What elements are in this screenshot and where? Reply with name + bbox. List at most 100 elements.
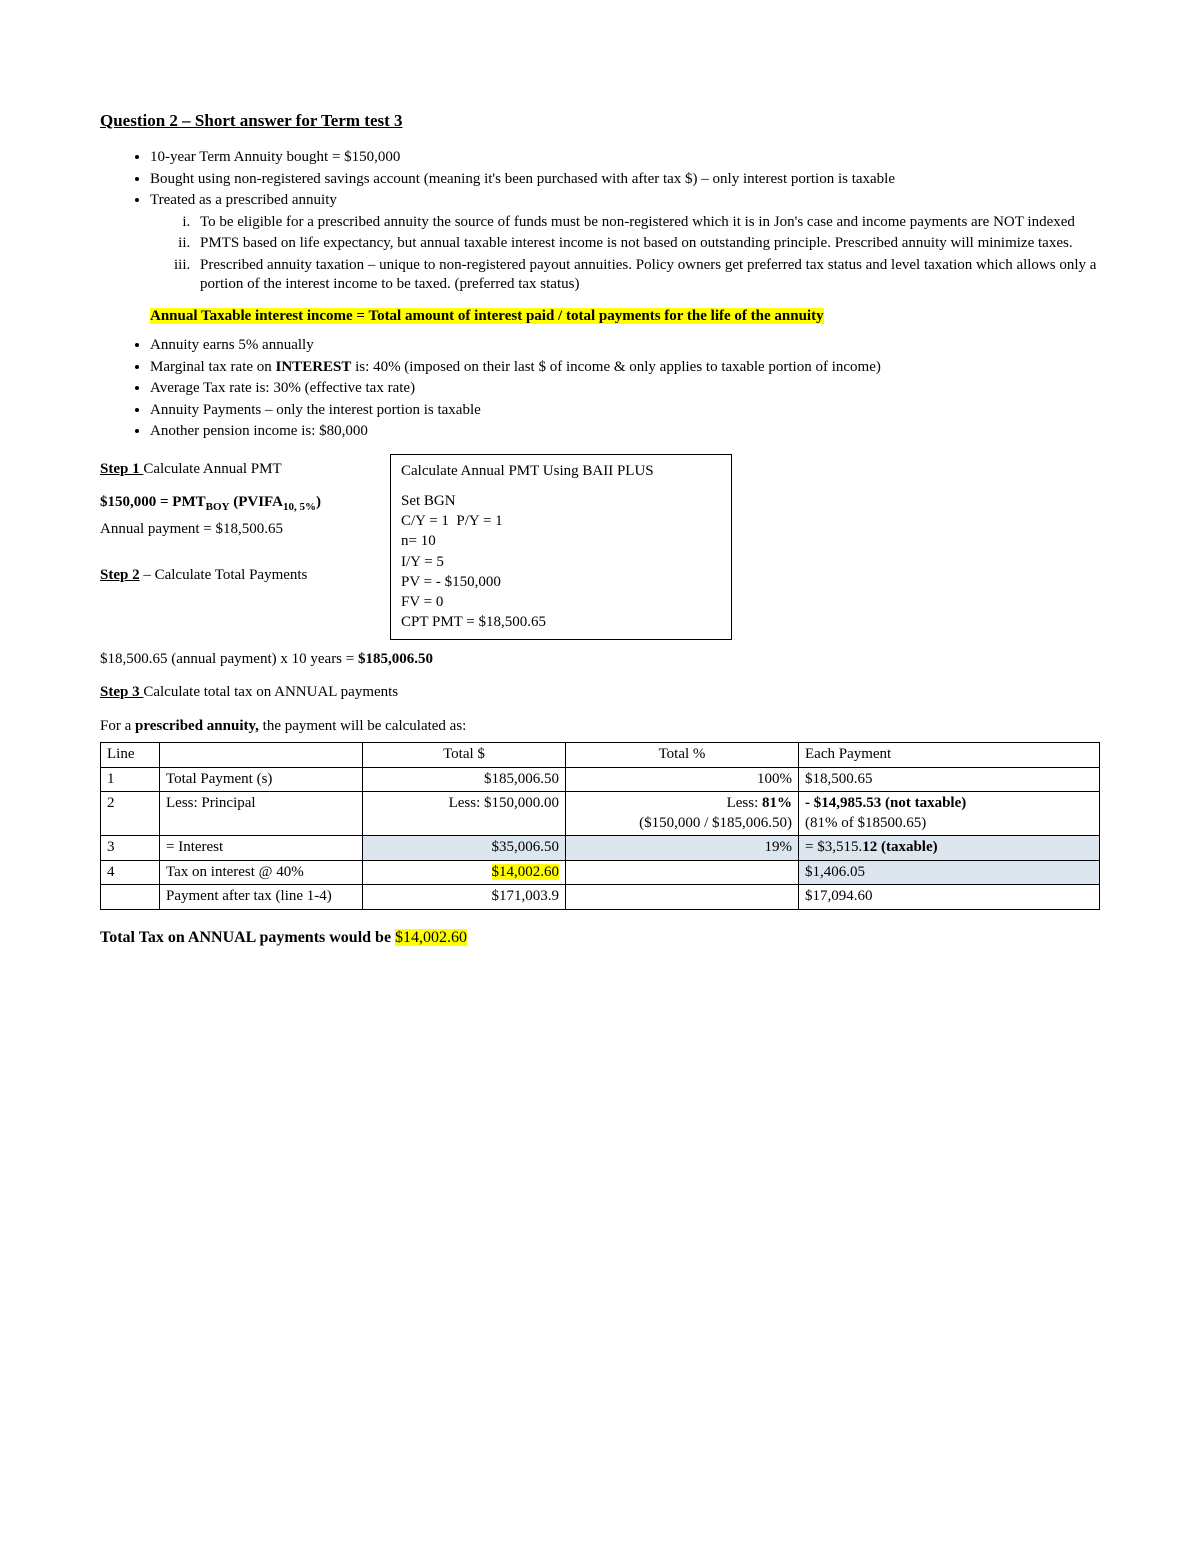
step1-heading: Step 1 Calculate Annual PMT xyxy=(100,460,380,480)
cell-each: $18,500.65 xyxy=(799,767,1100,792)
cell-line: 3 xyxy=(101,836,160,861)
text-bold: 81% xyxy=(762,795,792,811)
step1-left: Step 1 Calculate Annual PMT $150,000 = P… xyxy=(100,454,390,592)
list-item: 10-year Term Annuity bought = $150,000 xyxy=(150,148,1100,168)
final-text: Total Tax on ANNUAL payments would be xyxy=(100,929,395,946)
formula-text: Annual Taxable interest income = Total a… xyxy=(150,308,824,324)
text: = $3,515. xyxy=(805,839,862,855)
cell-each: $1,406.05 xyxy=(799,860,1100,885)
cell-pct xyxy=(566,860,799,885)
cell-pct: Less: 81% ($150,000 / $185,006.50) xyxy=(566,792,799,836)
cell-total: $171,003.9 xyxy=(363,885,566,910)
eq-part: ) xyxy=(316,494,321,510)
eq-part: $150,000 = PMT xyxy=(100,494,206,510)
col-header: Line xyxy=(101,743,160,768)
text: Less: xyxy=(727,795,762,811)
calc-line: Set BGN xyxy=(401,491,721,511)
page-title: Question 2 – Short answer for Term test … xyxy=(100,110,1100,132)
table-header-row: Line Total $ Total % Each Payment xyxy=(101,743,1100,768)
text-sub: ($150,000 / $185,006.50) xyxy=(639,815,792,831)
step-text: Calculate total tax on ANNUAL payments xyxy=(143,684,398,700)
text: Marginal tax rate on xyxy=(150,359,276,375)
cell-pct xyxy=(566,885,799,910)
list-item: Bought using non-registered savings acco… xyxy=(150,170,1100,190)
bullet-list-2: Annuity earns 5% annually Marginal tax r… xyxy=(100,336,1100,442)
calc-text: $18,500.65 (annual payment) x 10 years = xyxy=(100,651,358,667)
text: is: 40% (imposed on their last $ of inco… xyxy=(351,359,880,375)
text-sub: (81% of $18500.65) xyxy=(805,815,926,831)
cell-desc: = Interest xyxy=(160,836,363,861)
step-label: Step 1 xyxy=(100,461,143,477)
highlighted-value: $14,002.60 xyxy=(492,864,560,880)
step-label: Step 2 xyxy=(100,567,140,583)
list-item: Treated as a prescribed annuity To be el… xyxy=(150,191,1100,295)
text-bold: INTEREST xyxy=(276,359,352,375)
step-text: – Calculate Total Payments xyxy=(140,567,308,583)
calc-line: n= 10 xyxy=(401,531,721,551)
cell-each: = $3,515.12 (taxable) xyxy=(799,836,1100,861)
text-bold: - $14,985.53 (not taxable) xyxy=(805,795,966,811)
list-item: Marginal tax rate on INTEREST is: 40% (i… xyxy=(150,358,1100,378)
calc-result: $185,006.50 xyxy=(358,651,433,667)
step1-row: Step 1 Calculate Annual PMT $150,000 = P… xyxy=(100,454,1100,640)
table-row: 2 Less: Principal Less: $150,000.00 Less… xyxy=(101,792,1100,836)
spacer xyxy=(401,481,721,491)
col-header xyxy=(160,743,363,768)
cell-pct: 100% xyxy=(566,767,799,792)
eq-sub: BOY xyxy=(206,501,230,513)
final-answer: Total Tax on ANNUAL payments would be $1… xyxy=(100,928,1100,949)
list-item: Average Tax rate is: 30% (effective tax … xyxy=(150,379,1100,399)
calculator-box: Calculate Annual PMT Using BAII PLUS Set… xyxy=(390,454,732,640)
step3-heading: Step 3 Calculate total tax on ANNUAL pay… xyxy=(100,683,1100,703)
cell-line: 2 xyxy=(101,792,160,836)
cell-desc: Less: Principal xyxy=(160,792,363,836)
step-label: Step 3 xyxy=(100,684,143,700)
cell-total: Less: $150,000.00 xyxy=(363,792,566,836)
table-row: 1 Total Payment (s) $185,006.50 100% $18… xyxy=(101,767,1100,792)
table-row: 4 Tax on interest @ 40% $14,002.60 $1,40… xyxy=(101,860,1100,885)
payment-table: Line Total $ Total % Each Payment 1 Tota… xyxy=(100,742,1100,910)
step3-intro: For a prescribed annuity, the payment wi… xyxy=(100,717,1100,737)
cell-line: 4 xyxy=(101,860,160,885)
eq-sub: 10, 5% xyxy=(283,501,316,513)
list-item-text: Treated as a prescribed annuity xyxy=(150,192,337,208)
cell-desc: Payment after tax (line 1-4) xyxy=(160,885,363,910)
list-item: Annuity earns 5% annually xyxy=(150,336,1100,356)
highlighted-formula: Annual Taxable interest income = Total a… xyxy=(150,307,1100,327)
col-header: Each Payment xyxy=(799,743,1100,768)
step1-equation: $150,000 = PMTBOY (PVIFA10, 5%) xyxy=(100,493,380,514)
annual-pmt-line: Annual payment = $18,500.65 xyxy=(100,520,380,540)
step2-heading: Step 2 – Calculate Total Payments xyxy=(100,566,380,586)
calc-line: CPT PMT = $18,500.65 xyxy=(401,612,721,632)
calc-title: Calculate Annual PMT Using BAII PLUS xyxy=(401,461,721,481)
cell-each: $17,094.60 xyxy=(799,885,1100,910)
calc-line: FV = 0 xyxy=(401,592,721,612)
list-item: Another pension income is: $80,000 xyxy=(150,422,1100,442)
cell-total: $35,006.50 xyxy=(363,836,566,861)
list-item: To be eligible for a prescribed annuity … xyxy=(194,213,1100,233)
cell-each: - $14,985.53 (not taxable) (81% of $1850… xyxy=(799,792,1100,836)
calc-line: PV = - $150,000 xyxy=(401,572,721,592)
eq-part: (PVIFA xyxy=(229,494,282,510)
table-row: 3 = Interest $35,006.50 19% = $3,515.12 … xyxy=(101,836,1100,861)
list-item: Prescribed annuity taxation – unique to … xyxy=(194,256,1100,295)
final-value: $14,002.60 xyxy=(395,929,467,946)
cell-desc: Tax on interest @ 40% xyxy=(160,860,363,885)
cell-line xyxy=(101,885,160,910)
roman-list: To be eligible for a prescribed annuity … xyxy=(150,213,1100,295)
cell-pct: 19% xyxy=(566,836,799,861)
cell-line: 1 xyxy=(101,767,160,792)
list-item: Annuity Payments – only the interest por… xyxy=(150,401,1100,421)
text-bold: 12 (taxable) xyxy=(862,839,937,855)
col-header: Total % xyxy=(566,743,799,768)
bullet-list-1: 10-year Term Annuity bought = $150,000 B… xyxy=(100,148,1100,295)
cell-total: $185,006.50 xyxy=(363,767,566,792)
calc-line: I/Y = 5 xyxy=(401,552,721,572)
text-bold: prescribed annuity, xyxy=(135,718,259,734)
calc-line: C/Y = 1 P/Y = 1 xyxy=(401,511,721,531)
step2-calc: $18,500.65 (annual payment) x 10 years =… xyxy=(100,650,1100,670)
table-row: Payment after tax (line 1-4) $171,003.9 … xyxy=(101,885,1100,910)
cell-desc: Total Payment (s) xyxy=(160,767,363,792)
list-item: PMTS based on life expectancy, but annua… xyxy=(194,234,1100,254)
text: the payment will be calculated as: xyxy=(259,718,466,734)
